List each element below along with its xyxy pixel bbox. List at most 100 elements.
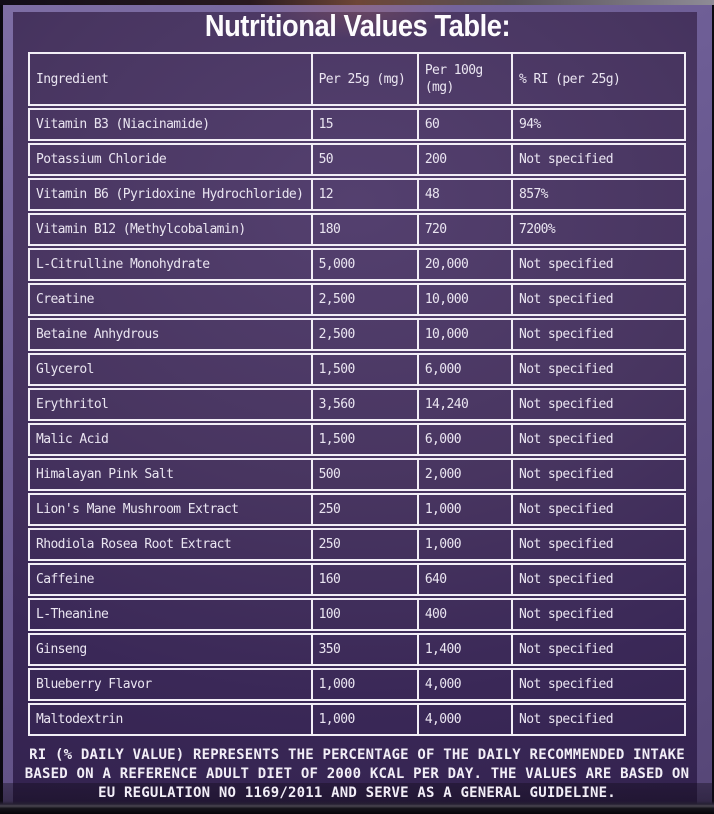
column-header-ri: % RI (per 25g) [511,54,684,104]
table-cell: Maltodextrin [36,712,123,727]
table-cell: Not specified [511,390,684,419]
table-cell: Vitamin B6 (Pyridoxine Hydrochloride) [36,187,304,202]
table-cell: Not specified [511,320,684,349]
table-cell: 100 [310,600,417,629]
table-cell: 6,000 [416,425,511,454]
table-cell: Not specified [511,530,684,559]
table-row: Lion's Mane Mushroom Extract 250 1,000 Not … [28,493,686,526]
table-cell: 720 [416,215,511,244]
table-row: Caffeine 160 640 Not specified [28,563,686,596]
table-cell: Vitamin B12 (Methylcobalamin) [36,222,246,237]
footer-line-3: EU REGULATION NO 1169/2011 AND SERVE AS … [98,785,616,801]
table-header-row: Ingredient Per 25g (mg) Per 100g (mg) % … [28,52,686,106]
table-cell: 94% [511,110,684,139]
footer-disclaimer: RI (% DAILY VALUE) REPRESENTS THE PERCEN… [15,746,699,803]
table-row: Vitamin B6 (Pyridoxine Hydrochloride) 12 4… [28,178,686,211]
table-cell: Not specified [511,635,684,664]
table-cell: Not specified [511,670,684,699]
table-row: Creatine 2,500 10,000 Not specified [28,283,686,316]
footer-line-2: BASED ON A REFERENCE ADULT DIET OF 2000 … [24,766,690,782]
table-cell: 1,400 [416,635,511,664]
table-cell: 160 [310,565,417,594]
table-body: Vitamin B3 (Niacinamide) 15 60 94% Potassium… [28,108,686,736]
table-cell: Blueberry Flavor [36,677,152,692]
table-cell: 857% [511,180,684,209]
table-cell: Caffeine [36,572,94,587]
table-row: Ginseng 350 1,400 Not specified [28,633,686,666]
table-cell: 1,000 [416,495,511,524]
table-cell: Betaine Anhydrous [36,327,159,342]
table-cell: 2,500 [310,320,417,349]
table-cell: 7200% [511,215,684,244]
table-cell: Not specified [511,705,684,734]
table-row: Malic Acid 1,500 6,000 Not specified [28,423,686,456]
table-cell: Vitamin B3 (Niacinamide) [36,117,210,132]
table-row: L-Citrulline Monohydrate 5,000 20,000 Not s… [28,248,686,281]
table-row: Potassium Chloride 50 200 Not specified [28,143,686,176]
table-cell: 350 [310,635,417,664]
table-cell: Potassium Chloride [36,152,167,167]
table-row: Blueberry Flavor 1,000 4,000 Not specified [28,668,686,701]
table-cell: 4,000 [416,705,511,734]
table-cell: 250 [310,530,417,559]
table-row: Betaine Anhydrous 2,500 10,000 Not specifie… [28,318,686,351]
table-row: Himalayan Pink Salt 500 2,000 Not specified [28,458,686,491]
table-cell: 3,560 [310,390,417,419]
table-row: L-Theanine 100 400 Not specified [28,598,686,631]
table-row: Vitamin B12 (Methylcobalamin) 180 720 7200% [28,213,686,246]
table-cell: Not specified [511,285,684,314]
table-cell: 400 [416,600,511,629]
table-cell: Lion's Mane Mushroom Extract [36,502,239,517]
table-cell: 1,500 [310,355,417,384]
table-cell: Not specified [511,145,684,174]
table-cell: Erythritol [36,397,109,412]
table-cell: L-Theanine [36,607,109,622]
table-cell: 180 [310,215,417,244]
table-cell: 48 [416,180,511,209]
column-header-per-25g: Per 25g (mg) [310,54,417,104]
table-cell: 15 [310,110,417,139]
table-row: Rhodiola Rosea Root Extract 250 1,000 Not s… [28,528,686,561]
table-cell: Creatine [36,292,94,307]
column-header-ingredient: Ingredient [36,71,109,87]
table-cell: 1,000 [310,705,417,734]
table-cell: Malic Acid [36,432,109,447]
table-cell: 5,000 [310,250,417,279]
table-row: Erythritol 3,560 14,240 Not specified [28,388,686,421]
table-cell: 1,500 [310,425,417,454]
table-cell: 12 [310,180,417,209]
table-cell: 2,000 [416,460,511,489]
table-cell: Himalayan Pink Salt [36,467,174,482]
table-cell: 60 [416,110,511,139]
table-cell: Ginseng [36,642,87,657]
table-cell: Not specified [511,355,684,384]
top-edge-highlight [0,0,714,5]
table-cell: Rhodiola Rosea Root Extract [36,537,232,552]
table-cell: 640 [416,565,511,594]
page-title: Nutritional Values Table: [204,8,510,43]
table-cell: 10,000 [416,320,511,349]
table-cell: 2,500 [310,285,417,314]
table-cell: Not specified [511,565,684,594]
table-cell: 500 [310,460,417,489]
table-cell: 1,000 [416,530,511,559]
table-row: Vitamin B3 (Niacinamide) 15 60 94% [28,108,686,141]
table-cell: 14,240 [416,390,511,419]
bottom-shadow-band [0,783,714,814]
table-cell: Glycerol [36,362,94,377]
table-cell: L-Citrulline Monohydrate [36,257,210,272]
table-row: Maltodextrin 1,000 4,000 Not specified [28,703,686,736]
table-cell: 4,000 [416,670,511,699]
table-cell: Not specified [511,495,684,524]
table-cell: Not specified [511,460,684,489]
table-cell: 20,000 [416,250,511,279]
table-cell: 10,000 [416,285,511,314]
nutrition-table: Ingredient Per 25g (mg) Per 100g (mg) % … [28,52,686,738]
top-light-glow [214,5,500,75]
footer-line-1: RI (% DAILY VALUE) REPRESENTS THE PERCEN… [29,747,685,763]
table-cell: 50 [310,145,417,174]
table-cell: 1,000 [310,670,417,699]
column-header-per-100g: Per 100g (mg) [416,54,511,104]
table-cell: Not specified [511,600,684,629]
